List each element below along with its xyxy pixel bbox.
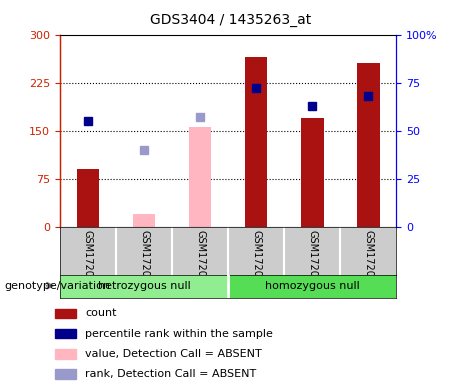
Text: percentile rank within the sample: percentile rank within the sample xyxy=(85,329,273,339)
Text: hetrozygous null: hetrozygous null xyxy=(98,281,190,291)
Text: GSM172070: GSM172070 xyxy=(195,230,205,290)
Bar xyxy=(301,118,324,227)
Bar xyxy=(55,329,76,338)
Bar xyxy=(55,309,76,318)
Text: rank, Detection Call = ABSENT: rank, Detection Call = ABSENT xyxy=(85,369,256,379)
Text: count: count xyxy=(85,308,117,318)
Bar xyxy=(77,169,99,227)
Bar xyxy=(189,127,211,227)
Text: GDS3404 / 1435263_at: GDS3404 / 1435263_at xyxy=(150,13,311,27)
Text: value, Detection Call = ABSENT: value, Detection Call = ABSENT xyxy=(85,349,262,359)
Text: GSM172068: GSM172068 xyxy=(83,230,93,290)
Text: GSM172069: GSM172069 xyxy=(139,230,149,290)
Text: GSM172073: GSM172073 xyxy=(363,230,373,290)
Bar xyxy=(228,275,396,298)
Text: GSM172071: GSM172071 xyxy=(251,230,261,290)
Text: homozygous null: homozygous null xyxy=(265,281,360,291)
Text: GSM172072: GSM172072 xyxy=(307,230,317,290)
Bar xyxy=(55,349,76,359)
Text: genotype/variation: genotype/variation xyxy=(5,281,111,291)
Bar xyxy=(133,214,155,227)
Bar xyxy=(245,57,267,227)
Bar xyxy=(55,369,76,379)
Bar xyxy=(60,275,228,298)
Bar xyxy=(357,63,379,227)
